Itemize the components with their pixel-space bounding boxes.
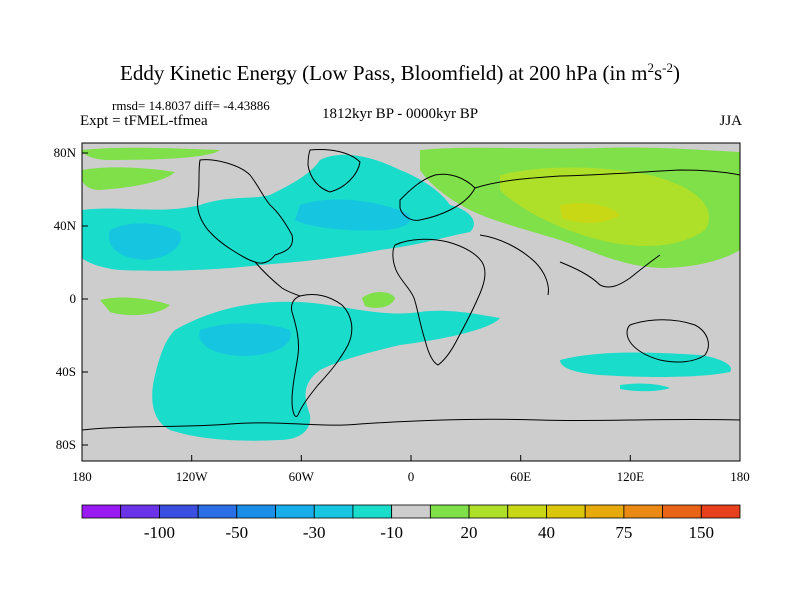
colorbar-label: 20 <box>461 523 478 542</box>
colorbar-swatch <box>546 504 586 519</box>
colorbar-swatch <box>313 504 354 519</box>
colorbar <box>81 504 741 519</box>
cyan-region-pacific-south <box>620 383 670 392</box>
green-region-north-america <box>82 167 175 190</box>
colorbar-swatch <box>468 504 509 519</box>
lon-label-180w: 180 <box>72 469 92 484</box>
green-region-arctic <box>82 147 220 160</box>
yellow-core-siberia <box>560 203 620 223</box>
coast-greenland <box>307 149 361 193</box>
lon-label-120e: 120E <box>617 469 645 484</box>
colorbar-label: -100 <box>144 523 175 542</box>
colorbar-swatch <box>391 504 431 519</box>
lon-label-120w: 120W <box>176 469 209 484</box>
map-title: Eddy Kinetic Energy (Low Pass, Bloomfiel… <box>120 60 680 85</box>
coast-north-america <box>197 159 294 264</box>
colorbar-label: -30 <box>303 523 326 542</box>
lat-label-40n: 40N <box>54 218 77 233</box>
lat-axis: 80N 40N 0 40S 80S <box>54 145 88 452</box>
eke-field <box>82 143 740 461</box>
colorbar-swatch <box>159 504 199 519</box>
coastlines <box>82 149 740 431</box>
coast-south-america <box>291 293 353 417</box>
colorbar-swatch <box>120 504 160 519</box>
coast-europe <box>399 173 476 221</box>
experiment-label: Expt = tFMEL-tfmea <box>80 113 208 129</box>
colorbar-swatch <box>236 504 276 519</box>
colorbar-swatch <box>197 504 238 519</box>
colorbar-label: -10 <box>380 523 403 542</box>
colorbar-swatch <box>507 504 547 519</box>
colorbar-label: -50 <box>225 523 248 542</box>
coast-antarctica <box>82 418 740 431</box>
cyan-region-indian-ocean <box>560 352 731 377</box>
colorbar-swatch <box>429 504 470 519</box>
colorbar-swatch <box>352 504 393 519</box>
coast-asia <box>474 169 740 296</box>
lat-label-80s: 80S <box>56 437 76 452</box>
lon-axis: 180 120W 60W 0 60E 120E 180 <box>72 455 750 484</box>
colorbar-labels: -100 -50 -30 -10 20 40 75 150 <box>144 523 714 542</box>
lon-label-180e: 180 <box>730 469 750 484</box>
coast-africa <box>392 238 486 366</box>
coast-central-america <box>254 261 301 297</box>
rmsd-diff-stats: rmsd= 14.8037 diff= -4.43886 <box>112 98 270 113</box>
lat-label-80n: 80N <box>54 145 77 160</box>
blue-core-atlantic <box>295 199 411 231</box>
colorbar-label: 40 <box>538 523 555 542</box>
colorbar-swatch <box>275 504 315 519</box>
lat-label-0: 0 <box>70 291 77 306</box>
coast-australia <box>626 319 709 363</box>
colorbar-label: 75 <box>615 523 632 542</box>
green-blob-pacific <box>100 297 170 316</box>
lon-label-0: 0 <box>408 469 415 484</box>
lon-label-60w: 60W <box>289 469 315 484</box>
colorbar-label: 150 <box>689 523 715 542</box>
colorbar-swatch <box>81 504 122 519</box>
colorbar-swatch <box>662 504 702 519</box>
lon-label-60e: 60E <box>510 469 531 484</box>
blue-core-pacific <box>109 223 181 260</box>
colorbar-swatch <box>584 504 625 519</box>
colorbar-swatch <box>700 504 741 519</box>
colorbar-swatch <box>623 504 663 519</box>
period-label: 1812kyr BP - 0000kyr BP <box>321 106 479 122</box>
green-blob-africa <box>362 292 395 308</box>
season-label: JJA <box>719 113 742 129</box>
lat-label-40s: 40S <box>56 364 76 379</box>
blue-core-south <box>199 323 291 356</box>
